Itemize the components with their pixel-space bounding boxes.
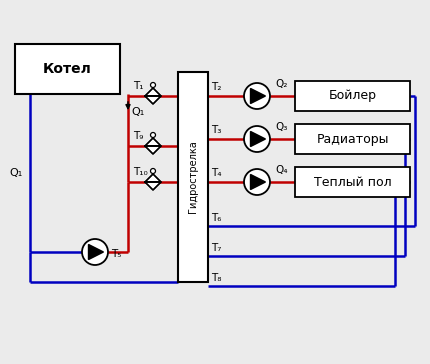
Polygon shape [145,138,161,146]
Text: Теплый пол: Теплый пол [314,175,391,189]
Text: Q₄: Q₄ [275,165,288,175]
Polygon shape [145,146,161,154]
Circle shape [82,239,108,265]
Text: T₁: T₁ [133,81,144,91]
Polygon shape [145,174,161,182]
Text: Q₂: Q₂ [275,79,287,89]
Text: T₅: T₅ [111,249,121,259]
Bar [295,167,410,197]
Polygon shape [145,88,161,96]
Circle shape [150,83,156,87]
Polygon shape [251,131,265,147]
Bar [178,72,208,282]
Text: T₃: T₃ [211,125,221,135]
Text: Q₃: Q₃ [275,122,287,132]
Polygon shape [89,245,104,260]
Text: Радиаторы: Радиаторы [316,132,389,146]
Bar [295,81,410,111]
Circle shape [244,169,270,195]
Circle shape [150,169,156,174]
Circle shape [150,132,156,138]
Text: Q₁: Q₁ [9,168,23,178]
Text: T₁₀: T₁₀ [133,167,148,177]
Bar [295,124,410,154]
Text: T₇: T₇ [211,243,221,253]
Circle shape [244,83,270,109]
Bar [15,44,120,94]
Text: T₉: T₉ [133,131,143,141]
Text: T₄: T₄ [211,168,221,178]
Text: Котел: Котел [43,62,92,76]
Text: Q₁: Q₁ [131,107,144,117]
Text: T₆: T₆ [211,213,221,223]
Text: T₂: T₂ [211,82,221,92]
Text: Бойлер: Бойлер [329,90,377,103]
Text: T₈: T₈ [211,273,221,283]
Text: Гидрострелка: Гидрострелка [188,141,198,213]
Polygon shape [251,174,265,190]
Polygon shape [145,96,161,104]
Polygon shape [251,88,265,103]
Circle shape [244,126,270,152]
Polygon shape [145,182,161,190]
